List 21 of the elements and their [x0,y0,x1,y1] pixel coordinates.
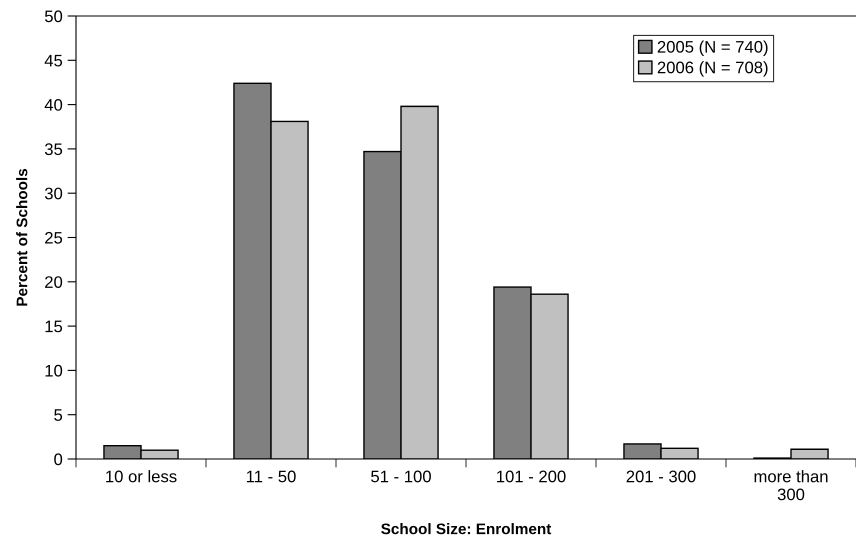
y-tick-label: 30 [44,188,62,200]
y-tick-label: 0 [54,453,62,466]
y-tick-label: 35 [44,143,62,156]
x-tick-label: 201 - 300 [626,470,696,482]
y-tick-label: 10 [46,364,62,377]
y-tick-label: 40 [44,99,62,111]
y-tick-label: 5 [54,409,62,421]
x-tick-label: more than 300 [754,470,828,500]
x-tick-label: 11 - 50 [246,470,296,482]
y-tick-label: 25 [45,232,62,244]
x-tick-label: 10 or less [106,470,177,482]
legend-label: 2006 (N = 708) [658,61,768,77]
y-axis-title: Percent of Schools [16,168,28,306]
y-tick-label: 15 [46,320,62,332]
x-tick-label: 101 - 200 [497,470,566,482]
x-tick-label: 51 - 100 [371,470,431,482]
legend-label: 2005 (N = 740) [658,40,768,56]
y-tick-label: 50 [44,10,62,22]
y-tick-label: 20 [45,276,62,288]
x-axis-title: School Size: Enrolment [381,523,552,534]
y-tick-label: 45 [44,54,62,67]
